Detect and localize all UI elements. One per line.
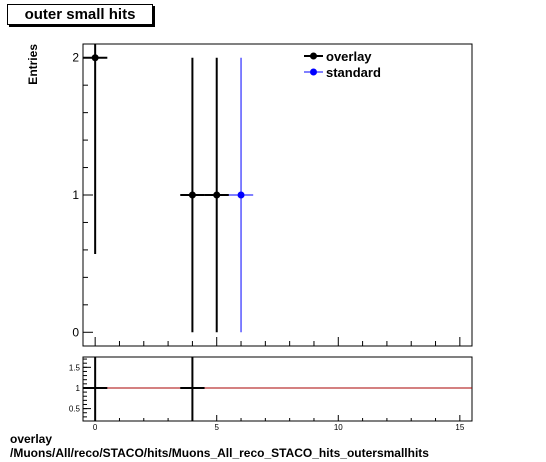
footer-label: overlay xyxy=(10,432,53,446)
y-tick-label: 2 xyxy=(72,51,79,65)
ratio-y-tick-label: 1.5 xyxy=(69,363,81,372)
footer-path: /Muons/All/reco/STACO/hits/Muons_All_rec… xyxy=(10,446,429,460)
ratio-x-tick-label: 0 xyxy=(93,423,98,432)
ratio-frame xyxy=(82,356,473,422)
legend-marker-standard xyxy=(310,68,317,76)
legend-label-overlay: overlay xyxy=(326,49,372,64)
legend-label-standard: standard xyxy=(326,65,381,80)
ratio-y-tick-label: 0.5 xyxy=(69,405,81,414)
y-tick-label: 0 xyxy=(72,325,79,339)
ratio-x-tick-label: 15 xyxy=(455,423,464,432)
ratio-y-tick-label: 1 xyxy=(76,384,81,393)
data-point-overlay xyxy=(91,54,99,62)
ratio-x-tick-label: 10 xyxy=(334,423,343,432)
ratio-x-tick-label: 5 xyxy=(214,423,219,432)
data-point-standard xyxy=(237,191,245,199)
data-point-overlay xyxy=(188,191,196,199)
chart-title: outer small hits xyxy=(7,4,153,25)
legend-marker-overlay xyxy=(310,52,317,60)
data-point-overlay xyxy=(213,191,221,199)
y-axis-label: Entries xyxy=(26,44,40,85)
main-frame xyxy=(82,43,473,347)
y-tick-label: 1 xyxy=(72,188,79,202)
